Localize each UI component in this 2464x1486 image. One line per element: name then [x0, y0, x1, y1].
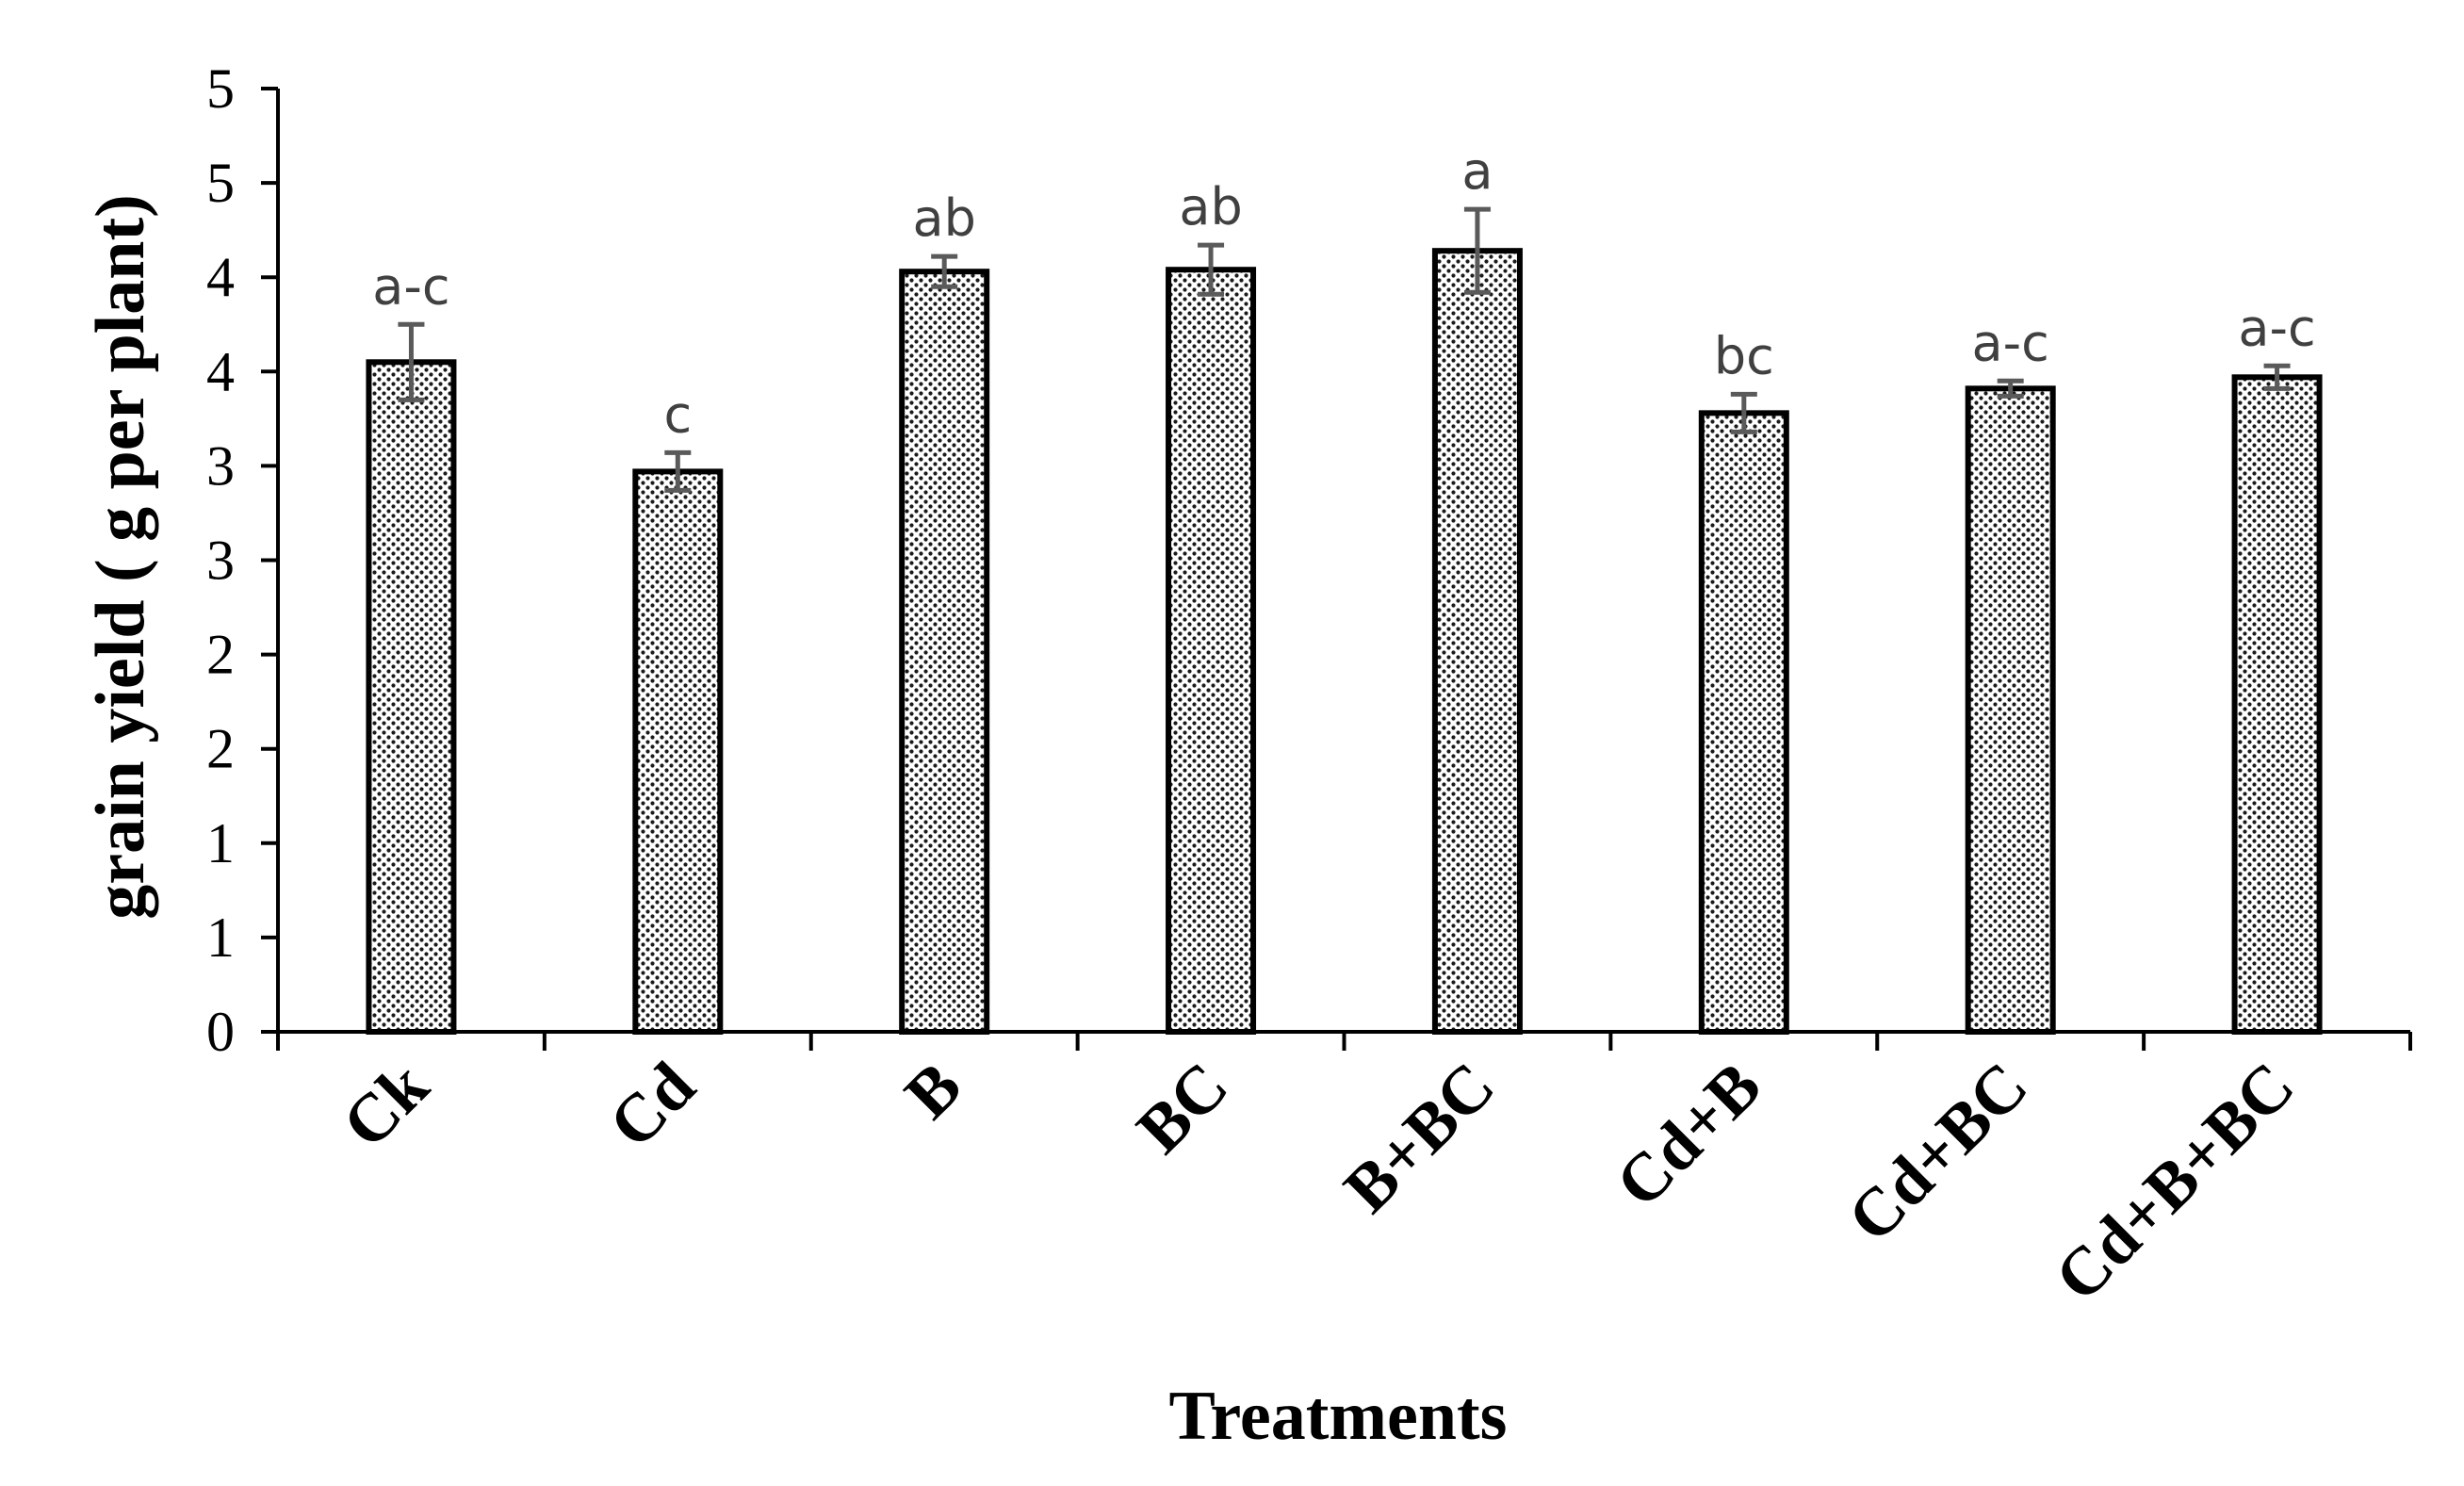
bar-cd-plus-bc [1965, 385, 2056, 1035]
x-tick-label: Cd+BC [1834, 1048, 2042, 1256]
y-tick-label: 2 [206, 718, 235, 780]
error-bar [1198, 242, 1225, 297]
x-tick-label: Cd+B [1602, 1048, 1776, 1222]
bar-cd-plus-b [1698, 410, 1789, 1035]
error-bar [1463, 206, 1491, 295]
y-tick-label: 4 [206, 246, 235, 308]
error-bar [1997, 378, 2024, 399]
data-label: ab [1179, 177, 1242, 237]
y-tick-label: 3 [206, 530, 235, 592]
x-tick-label: BC [1122, 1048, 1242, 1168]
y-tick-label: 5 [206, 57, 235, 120]
x-tick-label: Cd+B+BC [2041, 1048, 2309, 1315]
y-tick-label: 4 [206, 340, 235, 402]
data-label: a-c [1972, 313, 2049, 372]
data-label: bc [1714, 326, 1774, 385]
bar-ck [366, 359, 457, 1036]
y-axis-title: grain yield ( g per plant) [82, 194, 159, 919]
x-tick-label: Ck [328, 1048, 443, 1163]
y-tick-label: 3 [206, 434, 235, 497]
x-axis-title: Treatments [1169, 1378, 1508, 1455]
y-tick-label: 5 [206, 152, 235, 214]
error-bar [1730, 391, 1757, 434]
error-bar [2263, 363, 2291, 391]
bar-bc [1166, 267, 1257, 1035]
y-tick-label: 1 [206, 906, 235, 969]
bar-b-plus-bc [1431, 248, 1523, 1035]
error-bar [398, 321, 425, 402]
data-label: a-c [372, 256, 449, 316]
y-axis: 0 1 1 2 2 3 3 4 4 5 5 [206, 57, 280, 1063]
bar-cd-plus-b-plus-bc [2231, 374, 2323, 1035]
error-bar-series [398, 206, 2291, 493]
data-label: c [663, 384, 692, 444]
x-tick-label: B+BC [1330, 1048, 1509, 1227]
data-label: a [1461, 141, 1493, 201]
data-label: a-c [2238, 298, 2315, 357]
error-bar [931, 253, 958, 289]
y-tick-label: 0 [206, 1001, 235, 1063]
error-bar [664, 449, 692, 493]
x-tick-label: B [890, 1048, 976, 1134]
bar-b [899, 269, 990, 1036]
x-tick-label: Cd [595, 1048, 710, 1163]
y-tick-label: 1 [206, 812, 235, 874]
data-label-series: a-c c ab ab a bc a-c a-c [372, 141, 2315, 444]
bar-cd [632, 468, 724, 1035]
data-label: ab [913, 188, 976, 248]
y-tick-label: 2 [206, 624, 235, 686]
